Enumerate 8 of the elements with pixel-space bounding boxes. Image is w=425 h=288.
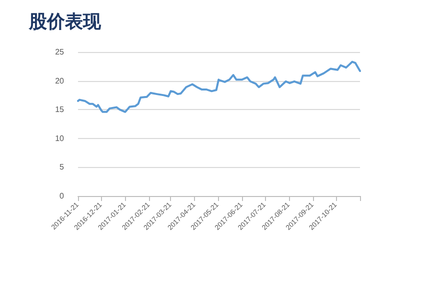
y-tick-label: 15 (55, 105, 65, 114)
y-tick-label: 25 (55, 48, 65, 56)
y-tick-label: 5 (60, 162, 65, 172)
y-tick-label: 20 (55, 76, 65, 86)
y-tick-label: 0 (60, 192, 65, 200)
chart-title: 股价表现 (28, 12, 102, 32)
y-tick-label: 10 (55, 134, 65, 143)
line-series (77, 60, 361, 113)
